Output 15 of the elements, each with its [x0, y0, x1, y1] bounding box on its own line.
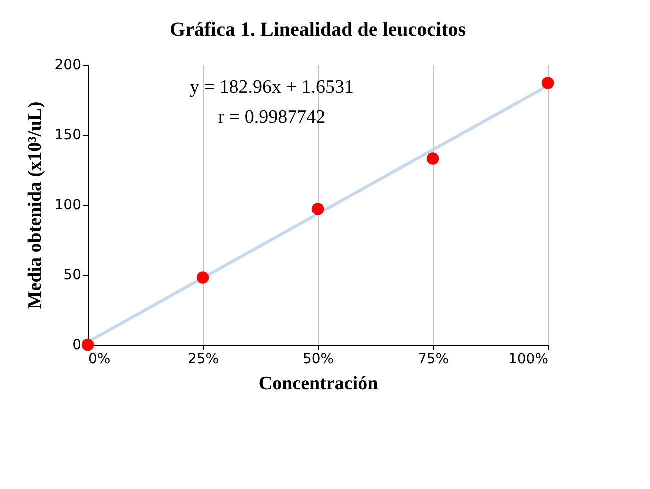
y-tick-label: 50 — [64, 268, 82, 284]
x-tick-label: 50% — [302, 352, 334, 368]
annotation: y = 182.96x + 1.6531 — [190, 77, 354, 98]
y-tick-label: 200 — [54, 58, 82, 74]
x-tick-label: 0% — [88, 352, 111, 368]
x-tick-label: 100% — [508, 352, 548, 368]
y-tick-label: 0 — [72, 338, 82, 354]
chart-title: Gráfica 1. Linealidad de leucocitos — [170, 19, 466, 41]
x-tick-label: 75% — [418, 352, 450, 368]
y-tick-label: 100 — [54, 198, 82, 214]
y-axis-title: Media obtenida (x10³/uL) — [24, 102, 46, 310]
x-axis-title: Concentración — [258, 374, 379, 394]
annotation: r = 0.9987742 — [218, 107, 326, 128]
y-tick-label: 150 — [54, 128, 82, 144]
x-tick-label: 25% — [188, 352, 220, 368]
